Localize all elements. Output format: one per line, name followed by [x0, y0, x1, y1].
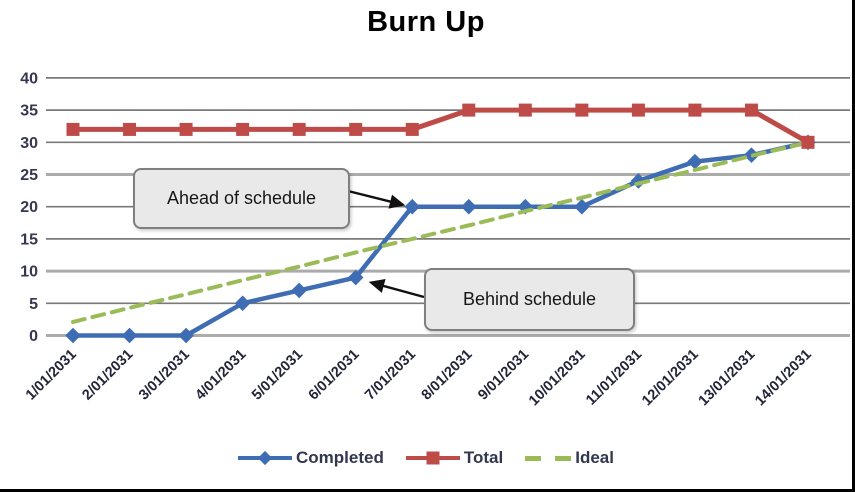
data-point-diamond — [404, 198, 421, 215]
series-line-completed — [70, 140, 811, 338]
x-tick-label: 4/01/2031 — [193, 347, 250, 404]
arrow-ahead-of-schedule — [347, 189, 406, 209]
x-tick-label: 6/01/2031 — [306, 347, 363, 404]
data-point-diamond — [291, 282, 307, 299]
x-tick-label: 7/01/2031 — [362, 347, 419, 404]
legend-label-total: Total — [463, 448, 504, 467]
legend-label-completed: Completed — [296, 448, 384, 467]
data-point-square — [349, 122, 363, 136]
arrow-behind-schedule — [368, 279, 425, 299]
data-point-diamond — [121, 327, 138, 344]
total-line-swatch — [405, 451, 460, 465]
x-tick-label: 1/01/2031 — [23, 347, 80, 404]
data-point-diamond — [234, 295, 251, 312]
x-tick-label: 14/01/2031 — [752, 347, 815, 410]
data-point-square — [66, 122, 80, 136]
data-point-diamond — [461, 198, 477, 215]
data-point-square — [236, 122, 250, 136]
data-point-square — [631, 103, 645, 117]
y-tick-label: 10 — [20, 264, 38, 281]
chart-title: Burn Up — [367, 6, 485, 38]
annotation-behind-label: Behind schedule — [462, 289, 597, 309]
y-tick-label: 25 — [20, 167, 38, 184]
y-tick-label: 40 — [20, 70, 38, 87]
completed-line-swatch — [238, 450, 293, 466]
y-tick-label: 35 — [20, 103, 38, 120]
square-marker-icon — [426, 451, 440, 465]
diamond-marker-icon — [257, 450, 273, 466]
annotation-ahead-label: Ahead of schedule — [166, 188, 317, 208]
data-point-diamond — [65, 327, 81, 344]
data-point-square — [123, 122, 137, 136]
series-line-ideal — [71, 140, 811, 324]
series-line-total — [70, 107, 811, 145]
data-point-square — [688, 103, 702, 117]
data-point-square — [179, 122, 193, 136]
x-tick-label: 3/01/2031 — [136, 347, 193, 404]
ideal-dash-swatch — [525, 455, 572, 461]
data-point-diamond — [630, 173, 647, 189]
legend-item-completed: Completed — [238, 448, 384, 468]
x-tick-label: 5/01/2031 — [249, 347, 306, 404]
x-tick-label: 8/01/2031 — [419, 347, 476, 404]
data-point-diamond — [178, 327, 194, 344]
x-tick-label: 11/01/2031 — [583, 347, 645, 409]
data-point-square — [801, 135, 815, 149]
data-point-square — [292, 122, 306, 136]
x-tick-label: 12/01/2031 — [639, 347, 702, 410]
data-point-square — [575, 103, 589, 117]
y-tick-label: 30 — [20, 135, 38, 152]
annotation-behind-schedule: Behind schedule — [424, 268, 635, 331]
data-point-diamond — [687, 153, 703, 170]
annotation-ahead-of-schedule: Ahead of schedule — [133, 168, 350, 229]
legend-item-ideal: Ideal — [525, 448, 614, 468]
chart-plot-area: 0 5 10 15 20 25 30 35 40 1/01/2031 2/01/2031 3/01/2… — [20, 70, 850, 410]
data-point-square — [405, 122, 419, 136]
legend-label-ideal: Ideal — [575, 448, 614, 467]
y-tick-label: 0 — [29, 328, 38, 345]
data-point-diamond — [574, 198, 590, 215]
data-point-square — [518, 103, 532, 117]
x-tick-label: 10/01/2031 — [526, 347, 589, 410]
y-tick-label: 20 — [20, 199, 38, 216]
data-point-square — [744, 103, 758, 117]
legend-item-total: Total — [405, 448, 504, 468]
legend: Completed Total Ideal — [0, 448, 852, 468]
x-tick-label: 2/01/2031 — [79, 347, 136, 404]
y-tick-label: 15 — [20, 231, 38, 248]
x-tick-label: 13/01/2031 — [696, 347, 759, 410]
data-point-square — [462, 103, 476, 117]
y-tick-label: 5 — [29, 296, 38, 313]
x-tick-label: 9/01/2031 — [475, 347, 532, 404]
